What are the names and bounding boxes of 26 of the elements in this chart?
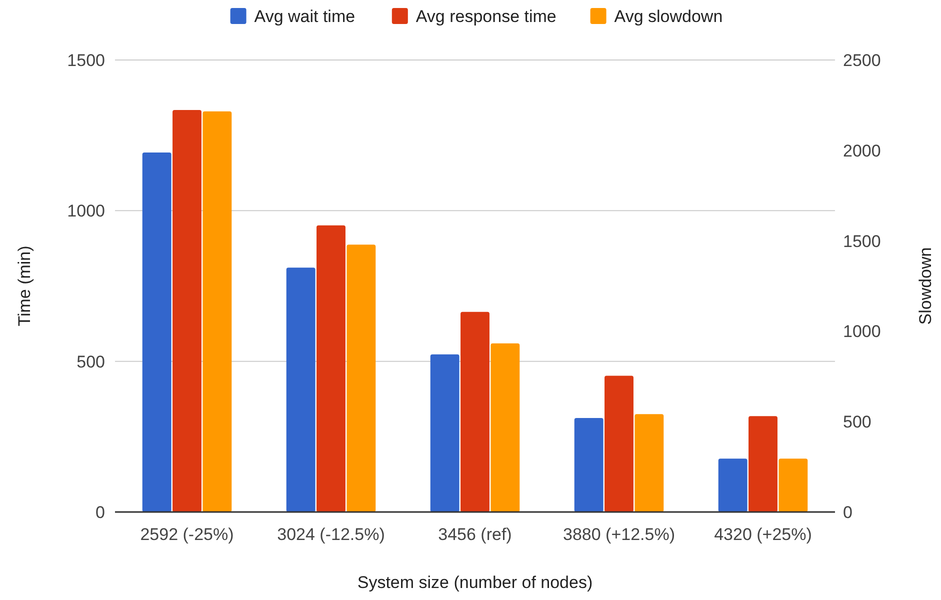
bar — [574, 418, 604, 512]
legend-label: Avg wait time — [254, 6, 356, 26]
legend-label: Avg response time — [416, 6, 556, 26]
y2-tick-label: 500 — [843, 412, 872, 432]
y2-tick-label: 1000 — [843, 322, 881, 342]
y2-tick-label: 2500 — [843, 50, 881, 70]
x-tick-label: 2592 (-25%) — [140, 525, 234, 544]
y-axis-title: Time (min) — [15, 246, 34, 326]
x-axis-title: System size (number of nodes) — [357, 573, 593, 592]
y2-axis-title: Slowdown — [916, 247, 935, 325]
y2-tick-label: 0 — [843, 502, 852, 522]
y2-tick-label: 2000 — [843, 141, 881, 160]
y-tick-label: 1500 — [67, 50, 105, 70]
x-tick-label: 4320 (+25%) — [714, 525, 812, 544]
bar — [142, 152, 172, 512]
x-tick-label: 3024 (-12.5%) — [277, 525, 385, 544]
bar — [430, 354, 460, 512]
legend-label: Avg slowdown — [614, 6, 723, 26]
y-tick-label: 0 — [96, 502, 105, 522]
x-tick-label: 3456 (ref) — [438, 525, 512, 544]
y-tick-label: 500 — [76, 352, 105, 372]
x-tick-label: 3880 (+12.5%) — [563, 525, 675, 544]
y2-tick-label: 1500 — [843, 232, 881, 251]
bar — [286, 268, 316, 512]
bar — [718, 458, 748, 512]
y-tick-label: 1000 — [67, 202, 105, 221]
